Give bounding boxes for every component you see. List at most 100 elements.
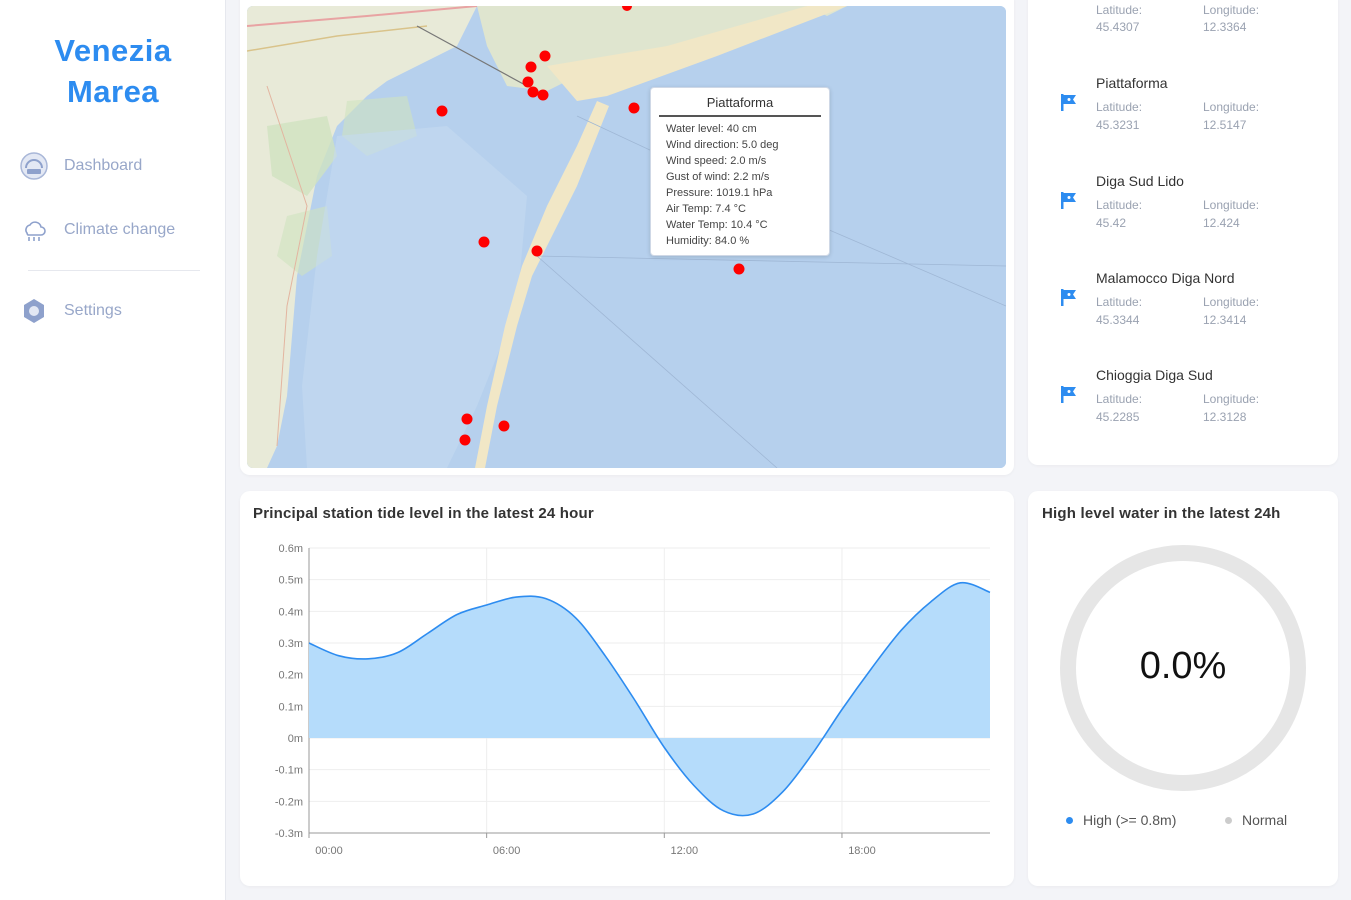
station-item-malamocco-diga-nord[interactable]: Malamocco Diga Nord Latitude: Longitude:… (1058, 270, 1328, 340)
latitude-value: 45.2285 (1096, 410, 1140, 424)
tide-line (308, 581, 991, 817)
donut-title: High level water in the latest 24h (1042, 505, 1281, 522)
station-marker (539, 50, 551, 62)
station-item-piattaforma[interactable]: Piattaforma Latitude: Longitude: 45.3231… (1058, 75, 1328, 145)
legend-normal-dot (1225, 816, 1232, 824)
longitude-label: Longitude: (1203, 198, 1260, 212)
station-popup: Piattaforma Water level: 40 cm Wind dire… (650, 87, 830, 256)
y-tick-label: 0.6m (279, 543, 303, 555)
longitude-label: Longitude: (1203, 295, 1260, 309)
dashboard-icon (18, 150, 50, 182)
nav-item-climate-change[interactable]: Climate change (18, 213, 175, 247)
station-item[interactable]: Latitude: Longitude: 45.4307 12.3364 (1058, 0, 1328, 69)
y-tick-label: -0.1m (275, 765, 303, 777)
stations-card (1028, 0, 1338, 465)
longitude-label: Longitude: (1203, 3, 1260, 17)
y-tick-label: 0.2m (279, 670, 303, 682)
nav-label-climate-change: Climate change (64, 221, 176, 238)
station-marker (461, 413, 473, 425)
flag-icon (1061, 386, 1076, 403)
popup-water-level: Water level: 40 cm (666, 123, 757, 135)
x-tick-label: 12:00 (671, 845, 699, 857)
legend-high-dot (1066, 816, 1073, 824)
climate-icon (18, 214, 50, 246)
nav-divider (28, 270, 200, 271)
popup-divider (659, 115, 821, 117)
app-title: Venezia Marea (0, 30, 226, 112)
nav-label-dashboard: Dashboard (64, 157, 143, 174)
y-tick-label: -0.3m (275, 828, 303, 840)
flag-icon (1061, 94, 1076, 111)
popup-air-temp: Air Temp: 7.4 °C (666, 203, 747, 215)
popup-gust: Gust of wind: 2.2 m/s (666, 171, 770, 183)
station-marker (498, 420, 510, 432)
y-tick-label: 0.4m (279, 606, 303, 618)
longitude-value: 12.3414 (1203, 313, 1247, 327)
app-title-line1: Venezia (54, 33, 172, 68)
station-marker (436, 105, 448, 117)
station-marker (459, 434, 471, 446)
x-tick-label: 00:00 (315, 845, 343, 857)
longitude-value: 12.424 (1203, 216, 1240, 230)
latitude-label: Latitude: (1096, 198, 1143, 212)
gear-icon (18, 295, 50, 327)
legend-high-label: High (>= 0.8m) (1083, 812, 1177, 828)
nav-item-dashboard[interactable]: Dashboard (18, 149, 142, 183)
legend-normal-label: Normal (1242, 812, 1288, 828)
donut-normal-ring (1060, 545, 1306, 791)
latitude-label: Latitude: (1096, 100, 1143, 114)
latitude-label: Latitude: (1096, 3, 1143, 17)
station-item-chioggia-diga-sud[interactable]: Chioggia Diga Sud Latitude: Longitude: 4… (1058, 367, 1328, 437)
y-tick-label: 0m (288, 733, 303, 745)
station-name: Malamocco Diga Nord (1096, 270, 1235, 286)
station-marker (531, 245, 543, 257)
lagoon-map[interactable] (247, 6, 1006, 468)
nav-item-settings[interactable]: Settings (18, 294, 122, 328)
longitude-value: 12.5147 (1203, 118, 1247, 132)
station-marker (628, 102, 640, 114)
latitude-value: 45.42 (1096, 216, 1127, 230)
donut-value: 0.0% (1139, 645, 1227, 687)
station-item-diga-sud-lido[interactable]: Diga Sud Lido Latitude: Longitude: 45.42… (1058, 173, 1328, 243)
latitude-value: 45.4307 (1096, 20, 1140, 34)
longitude-label: Longitude: (1203, 100, 1260, 114)
y-tick-label: -0.2m (275, 796, 303, 808)
longitude-label: Longitude: (1203, 392, 1260, 406)
station-marker (537, 89, 549, 101)
latitude-label: Latitude: (1096, 392, 1143, 406)
station-marker (525, 61, 537, 73)
nav-label-settings: Settings (64, 302, 122, 319)
latitude-label: Latitude: (1096, 295, 1143, 309)
tide-area (309, 582, 990, 816)
tide-chart-title: Principal station tide level in the late… (253, 505, 594, 522)
popup-water-temp: Water Temp: 10.4 °C (666, 219, 768, 231)
x-tick-label: 06:00 (493, 845, 521, 857)
y-tick-label: 0.5m (279, 575, 303, 587)
popup-humidity: Humidity: 84.0 % (666, 235, 750, 247)
flag-icon (1061, 192, 1076, 209)
station-marker (733, 263, 745, 275)
latitude-value: 45.3231 (1096, 118, 1140, 132)
station-name: Diga Sud Lido (1096, 173, 1184, 189)
station-marker (527, 86, 539, 98)
flag-icon (1061, 289, 1076, 306)
station-marker (478, 236, 490, 248)
sidebar: Venezia Marea Dashboard Climate change (0, 0, 226, 900)
app-title-line2: Marea (66, 74, 160, 109)
legend-high[interactable]: High (>= 0.8m) (1066, 812, 1176, 828)
tide-chart[interactable]: 0.6m 0.5m 0.4m 0.3m 0.2m 0.1m 0m -0.1m -0.2m -0.3… (255, 535, 1005, 865)
latitude-value: 45.3344 (1096, 313, 1140, 327)
y-tick-label: 0.3m (279, 638, 303, 650)
popup-title: Piattaforma (706, 95, 774, 110)
legend-normal[interactable]: Normal (1225, 812, 1287, 828)
station-name: Chioggia Diga Sud (1096, 367, 1213, 383)
longitude-value: 12.3128 (1203, 410, 1247, 424)
station-marker (522, 76, 534, 88)
station-markers (436, 6, 745, 446)
popup-wind-speed: Wind speed: 2.0 m/s (666, 155, 767, 167)
longitude-value: 12.3364 (1203, 20, 1247, 34)
station-name: Piattaforma (1096, 75, 1168, 91)
high-water-donut (1060, 545, 1306, 791)
x-tick-label: 18:00 (848, 845, 876, 857)
popup-wind-direction: Wind direction: 5.0 deg (666, 139, 779, 151)
